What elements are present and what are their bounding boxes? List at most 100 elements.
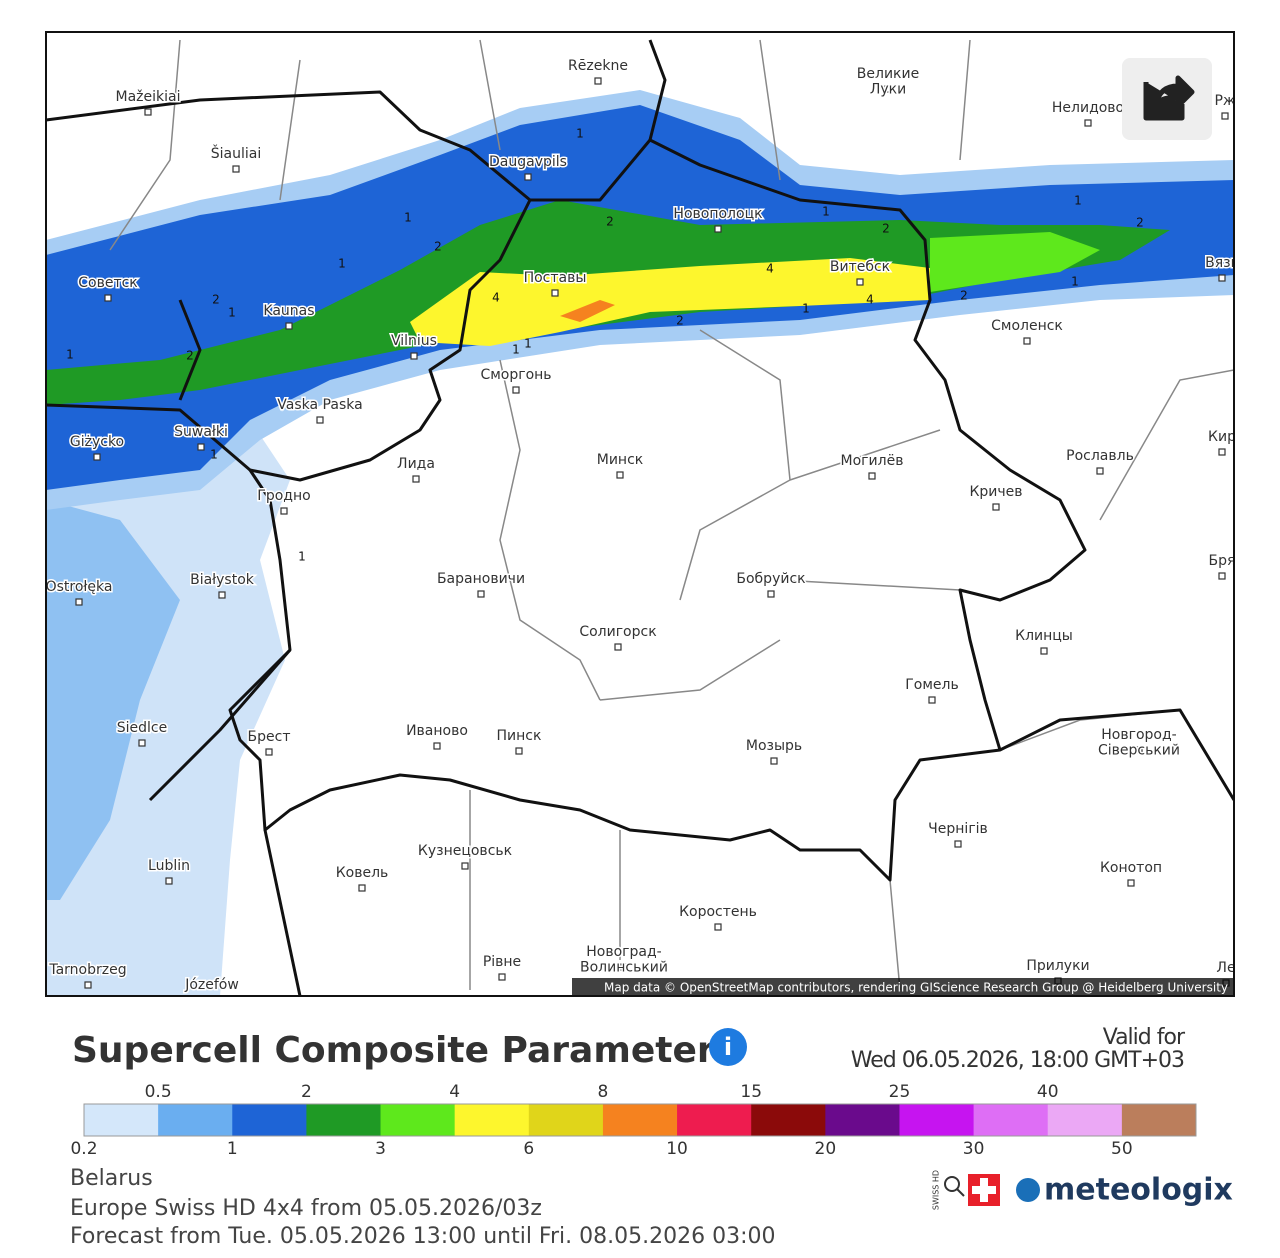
city-marker — [767, 590, 775, 598]
city-marker — [280, 507, 288, 515]
city-marker — [1218, 274, 1226, 282]
city-label: Могилёв — [841, 453, 904, 469]
city-label: Vilnius — [391, 333, 437, 349]
city-label: Кричев — [969, 484, 1022, 500]
contour-label: 2 — [434, 240, 442, 254]
contour-label: 1 — [822, 205, 830, 219]
contour-label: 1 — [210, 448, 218, 462]
legend-label: 8 — [598, 1082, 609, 1102]
city-label: Ле — [1216, 960, 1235, 976]
city-marker — [1135, 746, 1143, 754]
city-marker — [316, 416, 324, 424]
city-marker — [285, 322, 293, 330]
legend-label: 1 — [227, 1139, 238, 1159]
contour-label: 1 — [338, 257, 346, 271]
city-label: Кузнецовськ — [418, 843, 512, 859]
title: Supercell Composite Parameter — [72, 1030, 715, 1071]
contour-label: 1 — [576, 127, 584, 141]
contour-label: 2 — [960, 289, 968, 303]
legend-swatch — [1121, 1104, 1197, 1136]
city-marker — [165, 877, 173, 885]
legend-swatch — [306, 1104, 382, 1136]
logo-small: SWISS HD — [932, 1170, 941, 1210]
city-label: Новгород-Сіверський — [1098, 727, 1180, 758]
city-marker — [551, 289, 559, 297]
legend-label: 3 — [375, 1139, 386, 1159]
city-label: Витебск — [830, 259, 890, 275]
city-marker — [868, 472, 876, 480]
city-label: Гомель — [905, 677, 958, 693]
city-label: Рівне — [483, 954, 521, 970]
city-label: Коростень — [679, 904, 757, 920]
city-marker — [1040, 647, 1048, 655]
legend-label: 10 — [666, 1139, 688, 1159]
city-marker — [515, 747, 523, 755]
city-marker — [856, 278, 864, 286]
city-marker — [954, 840, 962, 848]
city-marker — [616, 471, 624, 479]
share-button[interactable] — [1122, 58, 1212, 140]
city-label: Лида — [397, 456, 435, 472]
city-label: Барановичи — [437, 571, 525, 587]
city-label: Бобруйск — [736, 571, 805, 587]
city-marker — [410, 352, 418, 360]
city-label: Конотоп — [1100, 860, 1162, 876]
legend-label: 50 — [1111, 1139, 1133, 1159]
contour-label: 1 — [298, 550, 306, 564]
contour-label: 2 — [212, 293, 220, 307]
legend-label: 2 — [301, 1082, 312, 1102]
city-label: Солигорск — [579, 624, 656, 640]
city-label: Сморгонь — [480, 367, 551, 383]
legend-label: 30 — [963, 1139, 985, 1159]
city-marker — [218, 591, 226, 599]
legend-label: 25 — [889, 1082, 911, 1102]
city-label: Рославль — [1066, 448, 1134, 464]
contour-label: 4 — [866, 293, 874, 307]
city-marker — [461, 862, 469, 870]
city-label: Минск — [597, 452, 643, 468]
city-label: Смоленск — [991, 318, 1063, 334]
city-marker — [93, 453, 101, 461]
city-marker — [358, 884, 366, 892]
city-marker — [614, 643, 622, 651]
city-marker — [512, 386, 520, 394]
city-marker — [433, 742, 441, 750]
region: Belarus — [70, 1166, 153, 1191]
svg-text:i: i — [724, 1033, 732, 1061]
city-label: Нелидово — [1052, 100, 1124, 116]
city-marker — [84, 981, 92, 989]
city-label: Kaunas — [263, 303, 314, 319]
model: Europe Swiss HD 4x4 from 05.05.2026/03z — [70, 1196, 542, 1221]
city-label: Vaska Paska — [277, 397, 362, 413]
city-label: Великие Луки — [857, 66, 919, 97]
city-label: Прилуки — [1026, 958, 1089, 974]
legend-swatch — [84, 1104, 159, 1136]
city-marker — [1218, 448, 1226, 456]
city-label: Šiauliai — [211, 144, 261, 162]
contour-label: 2 — [882, 222, 890, 236]
city-label: Мозырь — [746, 738, 802, 754]
legend-label: 15 — [740, 1082, 762, 1102]
info-button[interactable]: i — [709, 1028, 747, 1066]
city-label: Вязь — [1205, 255, 1239, 271]
legend-swatch — [454, 1104, 530, 1136]
city-marker — [1096, 467, 1104, 475]
city-marker — [138, 739, 146, 747]
contour-label: 1 — [228, 306, 236, 320]
city-label: Клинцы — [1015, 628, 1073, 644]
legend-swatch — [232, 1104, 307, 1136]
city-label: Ковель — [336, 865, 389, 881]
city-marker — [770, 757, 778, 765]
contour-label: 1 — [1071, 275, 1079, 289]
city-label: Daugavpils — [489, 154, 567, 170]
city-marker — [1023, 337, 1031, 345]
legend-swatch — [825, 1104, 900, 1136]
attribution: Map data © OpenStreetMap contributors, r… — [604, 981, 1228, 995]
city-label: Rēzekne — [568, 58, 628, 74]
legend-swatch — [528, 1104, 604, 1136]
city-marker — [1127, 879, 1135, 887]
contour-label: 2 — [1136, 216, 1144, 230]
city-label: Siedlce — [117, 720, 167, 736]
city-label: Бря — [1209, 553, 1236, 569]
city-label: Józefów — [184, 977, 239, 993]
